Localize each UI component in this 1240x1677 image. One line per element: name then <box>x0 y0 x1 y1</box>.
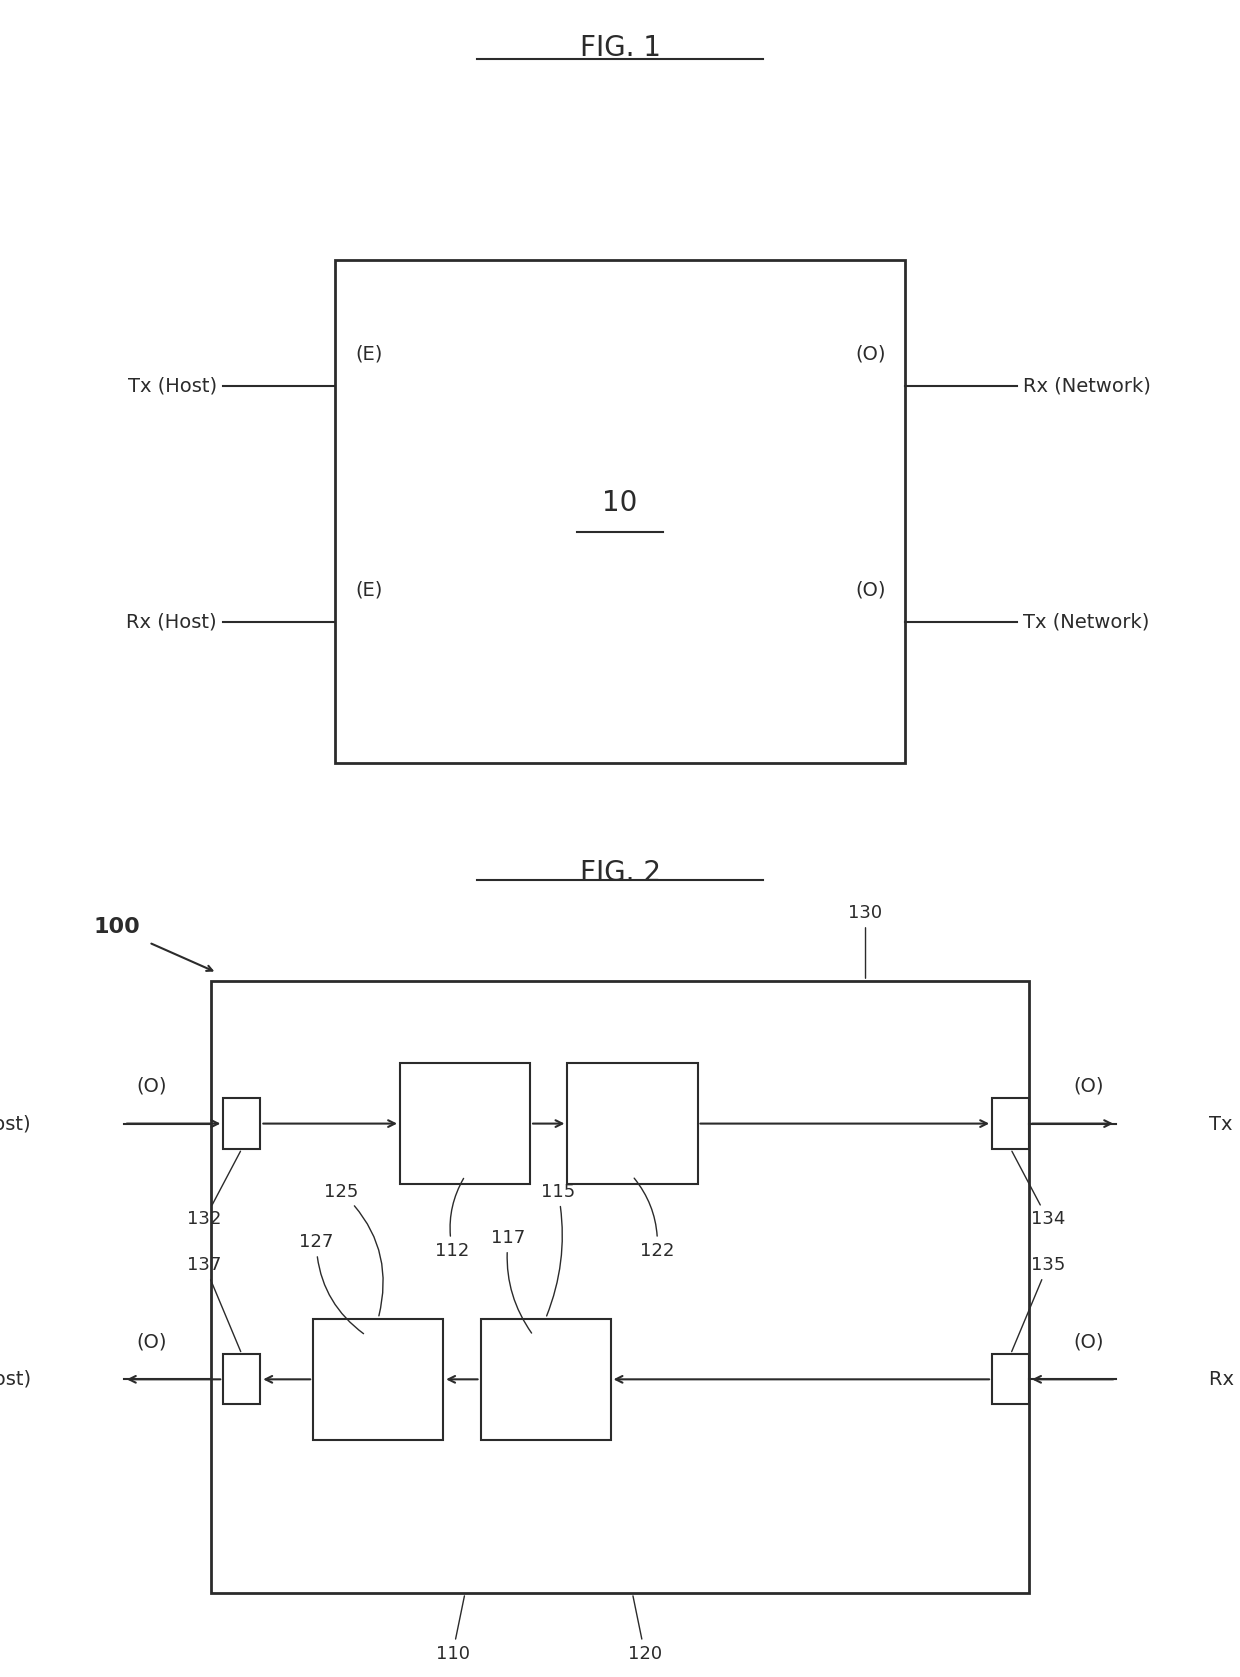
Text: Rx (Host): Rx (Host) <box>0 1114 31 1134</box>
Text: FIG. 1: FIG. 1 <box>579 34 661 62</box>
Text: (O): (O) <box>1074 1077 1104 1095</box>
Text: Rx (Network): Rx (Network) <box>1023 376 1151 396</box>
Text: (O): (O) <box>1074 1332 1104 1352</box>
Bar <box>481 1318 611 1441</box>
Text: 130: 130 <box>848 904 883 978</box>
Text: 122: 122 <box>634 1179 675 1259</box>
Bar <box>992 1355 1029 1405</box>
Text: (O): (O) <box>136 1332 166 1352</box>
Text: Rx (Host): Rx (Host) <box>126 612 217 632</box>
Text: Rx (Network): Rx (Network) <box>1209 1370 1240 1389</box>
Text: Tx (Host): Tx (Host) <box>128 376 217 396</box>
Text: Tx (Network): Tx (Network) <box>1023 612 1149 632</box>
Bar <box>992 1098 1029 1149</box>
Bar <box>211 981 1029 1593</box>
Text: 112: 112 <box>435 1179 470 1259</box>
Text: (E): (E) <box>356 344 383 364</box>
Text: 117: 117 <box>491 1229 532 1333</box>
Text: 125: 125 <box>324 1182 383 1316</box>
Text: (E): (E) <box>356 580 383 600</box>
Text: 134: 134 <box>1012 1150 1065 1228</box>
Text: 100: 100 <box>93 917 140 936</box>
Text: 10: 10 <box>603 490 637 517</box>
Text: 132: 132 <box>187 1150 241 1228</box>
Text: 115: 115 <box>541 1182 575 1316</box>
Text: (O): (O) <box>136 1077 166 1095</box>
Text: Tx (Host): Tx (Host) <box>0 1370 31 1389</box>
Text: Tx (Network): Tx (Network) <box>1209 1114 1240 1134</box>
Text: 127: 127 <box>299 1233 363 1333</box>
Text: (O): (O) <box>856 344 885 364</box>
Bar <box>568 1063 697 1184</box>
Text: FIG. 2: FIG. 2 <box>579 859 661 887</box>
Text: 120: 120 <box>627 1597 662 1662</box>
Bar <box>399 1063 531 1184</box>
Bar <box>223 1355 260 1405</box>
Bar <box>335 260 905 763</box>
Text: 110: 110 <box>435 1597 470 1662</box>
Bar <box>223 1098 260 1149</box>
Bar <box>312 1318 444 1441</box>
Text: 135: 135 <box>1012 1256 1065 1352</box>
Text: 137: 137 <box>187 1256 241 1352</box>
Text: (O): (O) <box>856 580 885 600</box>
